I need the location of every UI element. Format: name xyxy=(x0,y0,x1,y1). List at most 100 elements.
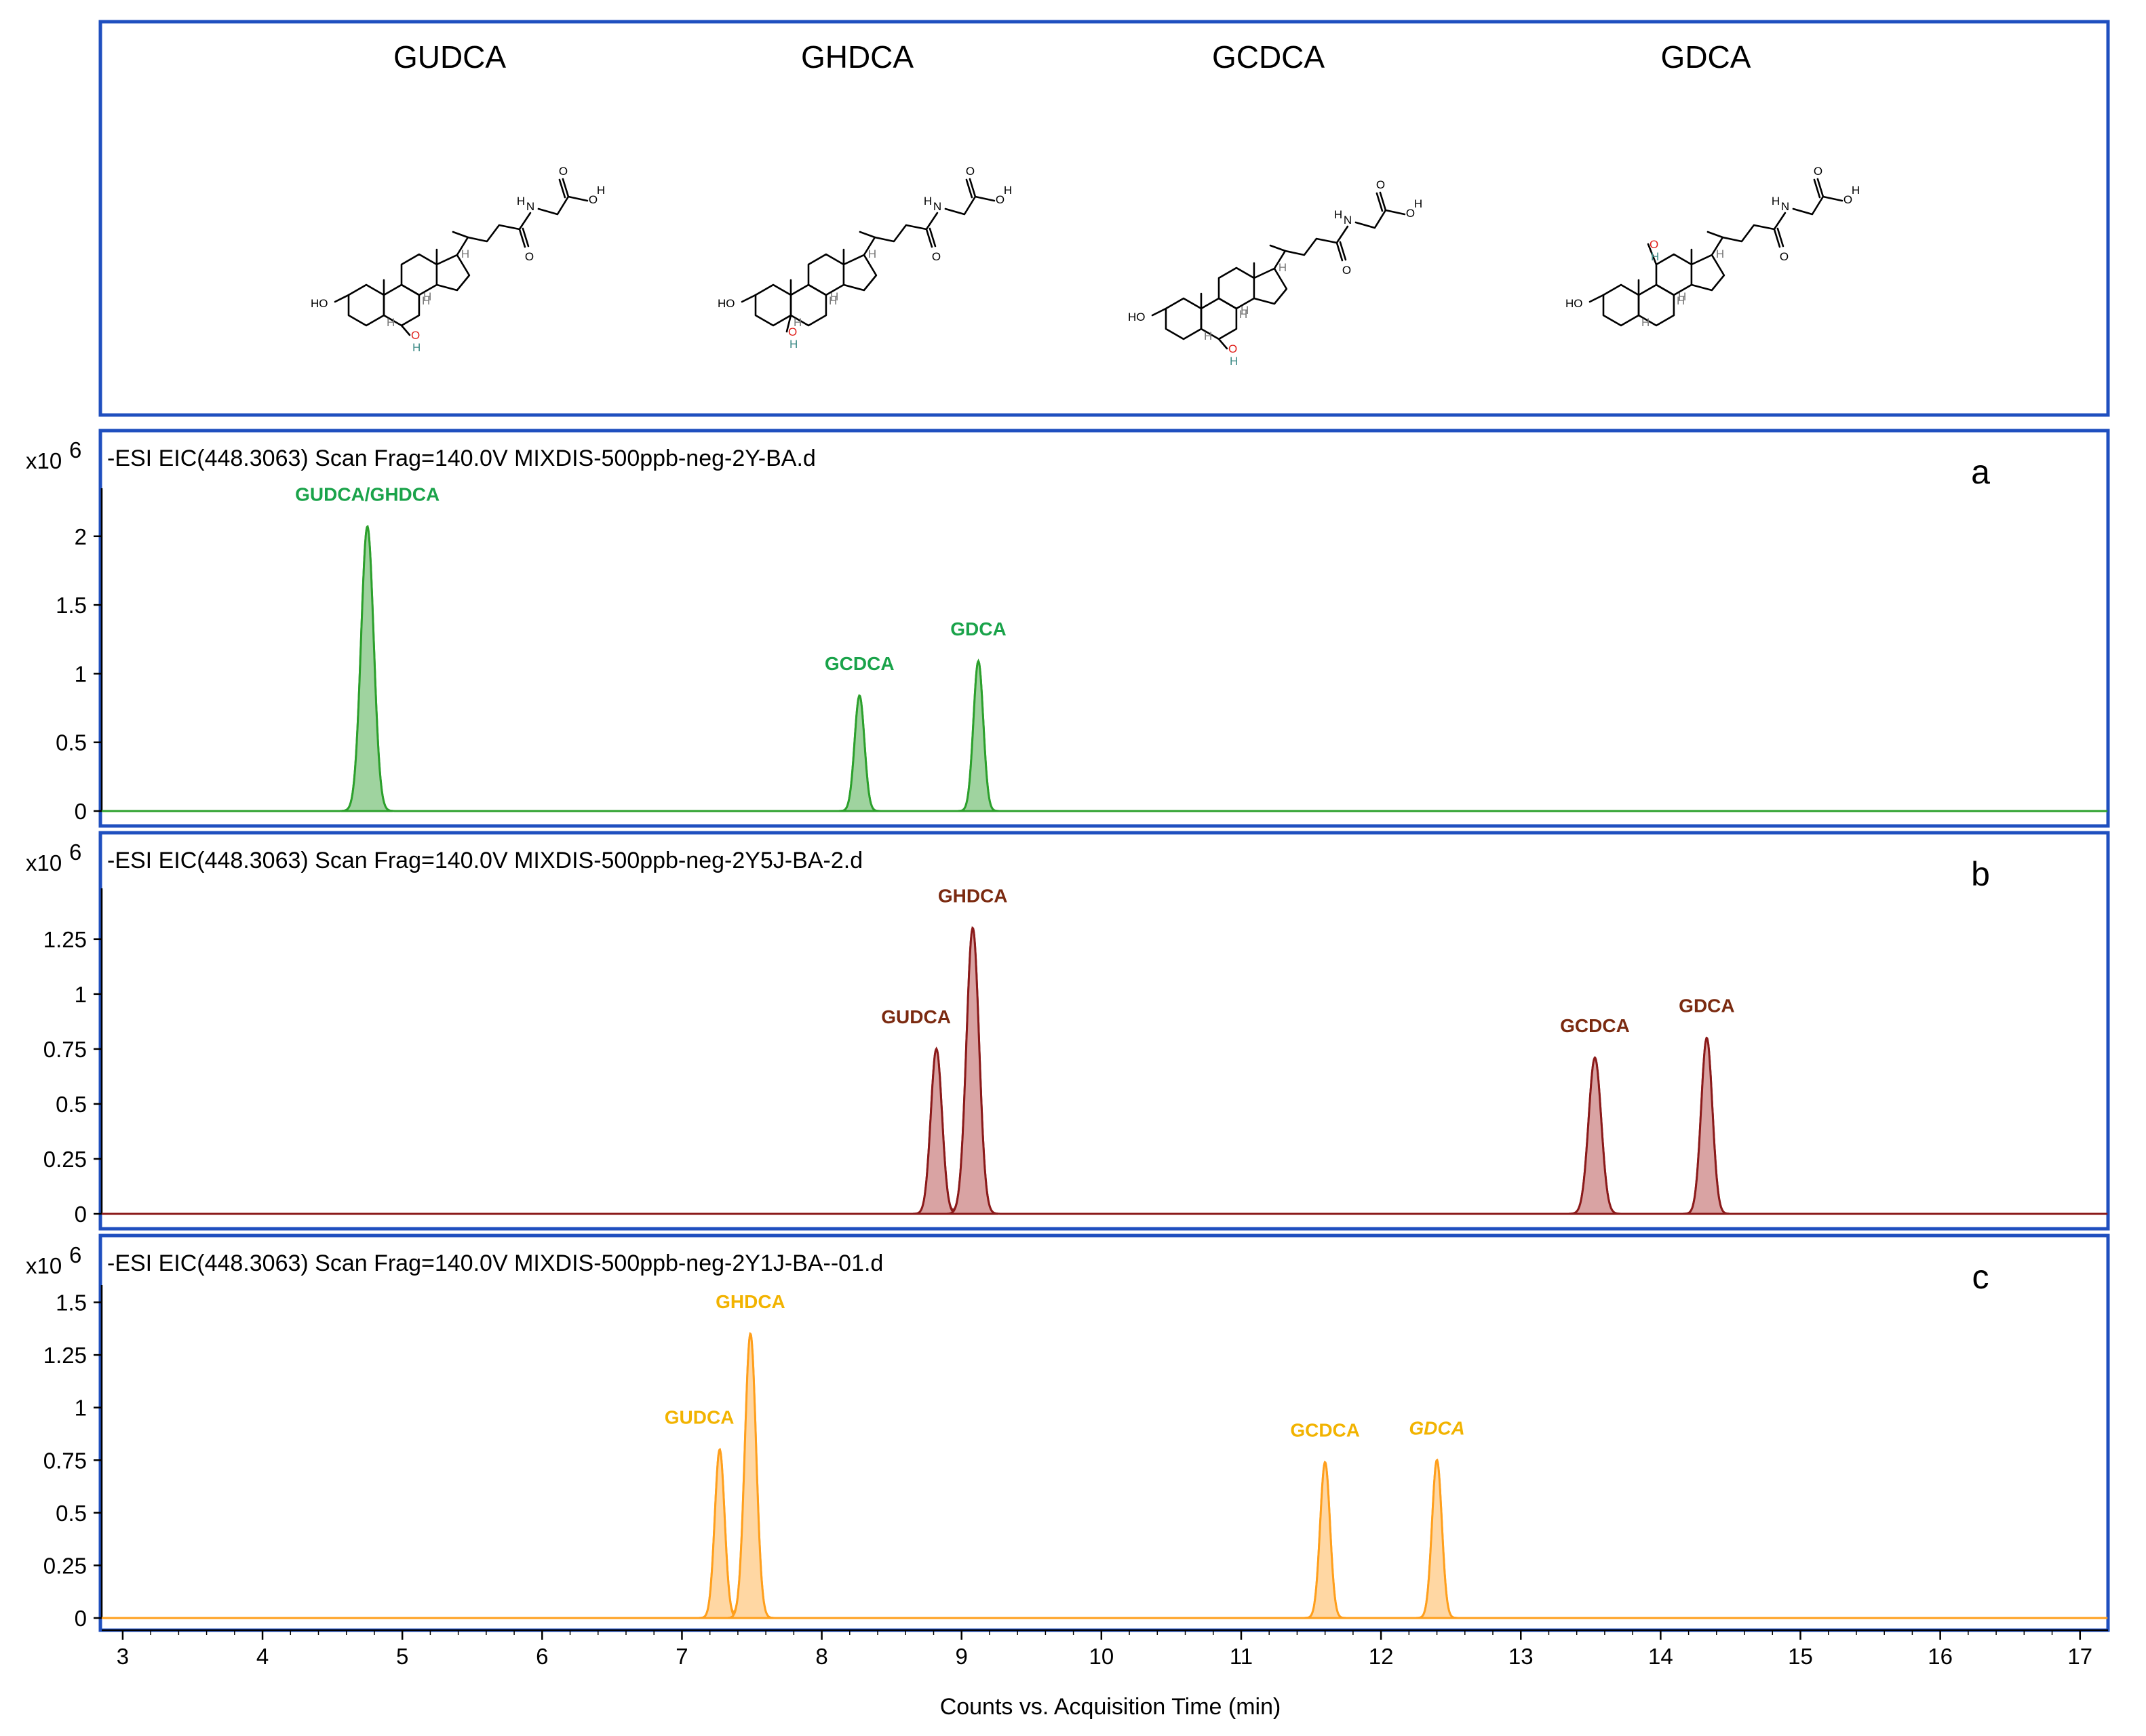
atom-label-hydrogen: H xyxy=(794,316,802,329)
glycine-chain xyxy=(1792,195,1843,216)
atom-label-oxygen: O xyxy=(996,193,1004,206)
methyl-21 xyxy=(1269,244,1287,252)
hydroxyl-bond xyxy=(400,324,411,336)
y-tick-label: 2 xyxy=(75,524,87,549)
y-tick-label: 1.25 xyxy=(43,927,87,952)
atom-label-hydroxyl-oxygen: O xyxy=(411,329,420,342)
x-tick-label: 4 xyxy=(256,1644,269,1669)
atom-label-hydrogen: H xyxy=(387,316,395,329)
carbonyl-double xyxy=(1339,241,1347,261)
panel-letter: a xyxy=(1971,453,1990,491)
atom-label-oxygen: O xyxy=(1780,250,1789,263)
glycine-chain xyxy=(537,195,589,216)
hydroxyl-bond xyxy=(1217,338,1228,350)
peak-gdca xyxy=(1683,1036,1730,1215)
panel-letter: b xyxy=(1971,855,1990,893)
chromatogram-panel-b: x10 6 -ESI EIC(448.3063) Scan Frag=140.0V … xyxy=(26,831,2110,1231)
y-tick-label: 0.25 xyxy=(43,1147,87,1172)
panel-frame xyxy=(98,831,2110,1231)
peak-gcdca xyxy=(838,694,880,812)
structure-name-gdca: GDCA xyxy=(1661,39,1751,75)
atom-label-hydrogen: H xyxy=(830,290,838,303)
atom-label-oxygen: O xyxy=(1406,207,1415,220)
steroid-ring-D xyxy=(1253,267,1288,305)
acid-carbonyl xyxy=(1379,191,1387,212)
acid-carbonyl xyxy=(969,178,977,198)
y-exponent: 6 xyxy=(69,1242,81,1267)
x-tick-label: 5 xyxy=(396,1644,408,1669)
atom-label-oxygen: O xyxy=(1376,178,1385,191)
y-tick-label: 0 xyxy=(75,1606,87,1631)
atom-label-hydrogen: H xyxy=(1334,208,1342,221)
x-tick-label: 16 xyxy=(1928,1644,1953,1669)
structure-panel: GUDCA GHDCA GCDCA GDCA ONHOOHHHHHHOOHONH… xyxy=(98,20,2110,417)
peak-label: GHDCA xyxy=(716,1291,785,1312)
y-tick-label: 0 xyxy=(75,799,87,824)
atom-label-nitrogen: N xyxy=(933,200,941,213)
chromatogram-panel-a: x10 6 -ESI EIC(448.3063) Scan Frag=140.0V … xyxy=(26,429,2110,828)
atom-label-hydrogen: H xyxy=(1414,197,1422,210)
atom-label-oxygen: O xyxy=(1843,193,1852,206)
atom-label-hydrogen: H xyxy=(1678,290,1686,303)
peak-gcdca xyxy=(1304,1461,1346,1619)
x-axis-title: Counts vs. Acquisition Time (min) xyxy=(940,1694,1281,1720)
hydroxyl-3-bond xyxy=(1588,294,1605,303)
y-multiplier: x10 xyxy=(26,850,62,875)
acid-carbonyl-double xyxy=(1376,192,1384,212)
x-tick-label: 15 xyxy=(1788,1644,1813,1669)
y-exponent: 6 xyxy=(69,840,81,865)
y-tick-label: 0.5 xyxy=(56,730,87,755)
atom-label-hydrogen: H xyxy=(1716,248,1724,260)
y-tick-label: 0.75 xyxy=(43,1037,87,1062)
panel-frame xyxy=(98,429,2110,828)
structure-panel-frame xyxy=(98,20,2110,417)
x-tick-label: 9 xyxy=(956,1644,968,1669)
x-tick-label: 6 xyxy=(536,1644,548,1669)
atom-label-oxygen: O xyxy=(1342,264,1351,277)
panel-letter: c xyxy=(1972,1258,1989,1296)
peak-ghdca xyxy=(946,926,998,1215)
acid-carbonyl xyxy=(1816,178,1825,198)
atom-label-hydroxyl-hydrogen: H xyxy=(1651,250,1659,263)
acid-carbonyl-double xyxy=(965,178,973,199)
peak-ghdca xyxy=(727,1332,774,1619)
hydroxyl-3-bond xyxy=(1151,307,1167,317)
atom-label-hydrogen: H xyxy=(1004,184,1012,197)
atom-label-hydrogen: H xyxy=(868,248,876,260)
peak-label: GDCA xyxy=(1409,1417,1464,1438)
side-chain xyxy=(1273,225,1349,270)
atom-label-hydrogen: H xyxy=(1852,184,1860,197)
carbonyl-bond xyxy=(518,228,526,248)
atom-label-hydroxyl: HO xyxy=(311,297,328,310)
atom-label-hydroxyl-oxygen: O xyxy=(788,326,797,338)
trace-baseline xyxy=(102,926,2108,1215)
atom-label-nitrogen: N xyxy=(1781,200,1789,213)
y-tick-label: 0.5 xyxy=(56,1501,87,1526)
structure-name-gudca: GUDCA xyxy=(393,39,506,75)
steroid-ring-D xyxy=(435,254,471,292)
peak-label: GCDCA xyxy=(1560,1015,1630,1036)
atom-label-oxygen: O xyxy=(966,165,975,178)
acid-carbonyl-double xyxy=(1813,178,1821,199)
atom-label-hydrogen: H xyxy=(1641,316,1650,329)
x-tick-label: 17 xyxy=(2067,1644,2092,1669)
side-chain xyxy=(863,212,939,256)
side-chain xyxy=(1711,212,1787,256)
molecule-drawings: ONHOOHHHHHHOOHONHOOHHHHHHOOHONHOOHHHHHHO… xyxy=(311,165,1860,368)
structure-name-gcdca: GCDCA xyxy=(1212,39,1325,75)
x-axis: 3 4 5 6 7 8 9 10 11 12 13 14 15 16 17 xyxy=(102,1629,2108,1669)
methyl-21 xyxy=(859,231,876,239)
x-tick-label: 11 xyxy=(1230,1644,1253,1669)
y-tick-label: 1 xyxy=(75,661,87,686)
hydroxyl-bond xyxy=(1647,243,1658,266)
y-tick-label: 1 xyxy=(75,982,87,1007)
hydroxyl-3-bond xyxy=(741,294,757,303)
panel-title: -ESI EIC(448.3063) Scan Frag=140.0V MIXD… xyxy=(107,1250,883,1276)
carbonyl-bond xyxy=(925,228,933,248)
atom-label-hydrogen: H xyxy=(597,184,605,197)
atom-label-hydrogen: H xyxy=(422,294,430,307)
